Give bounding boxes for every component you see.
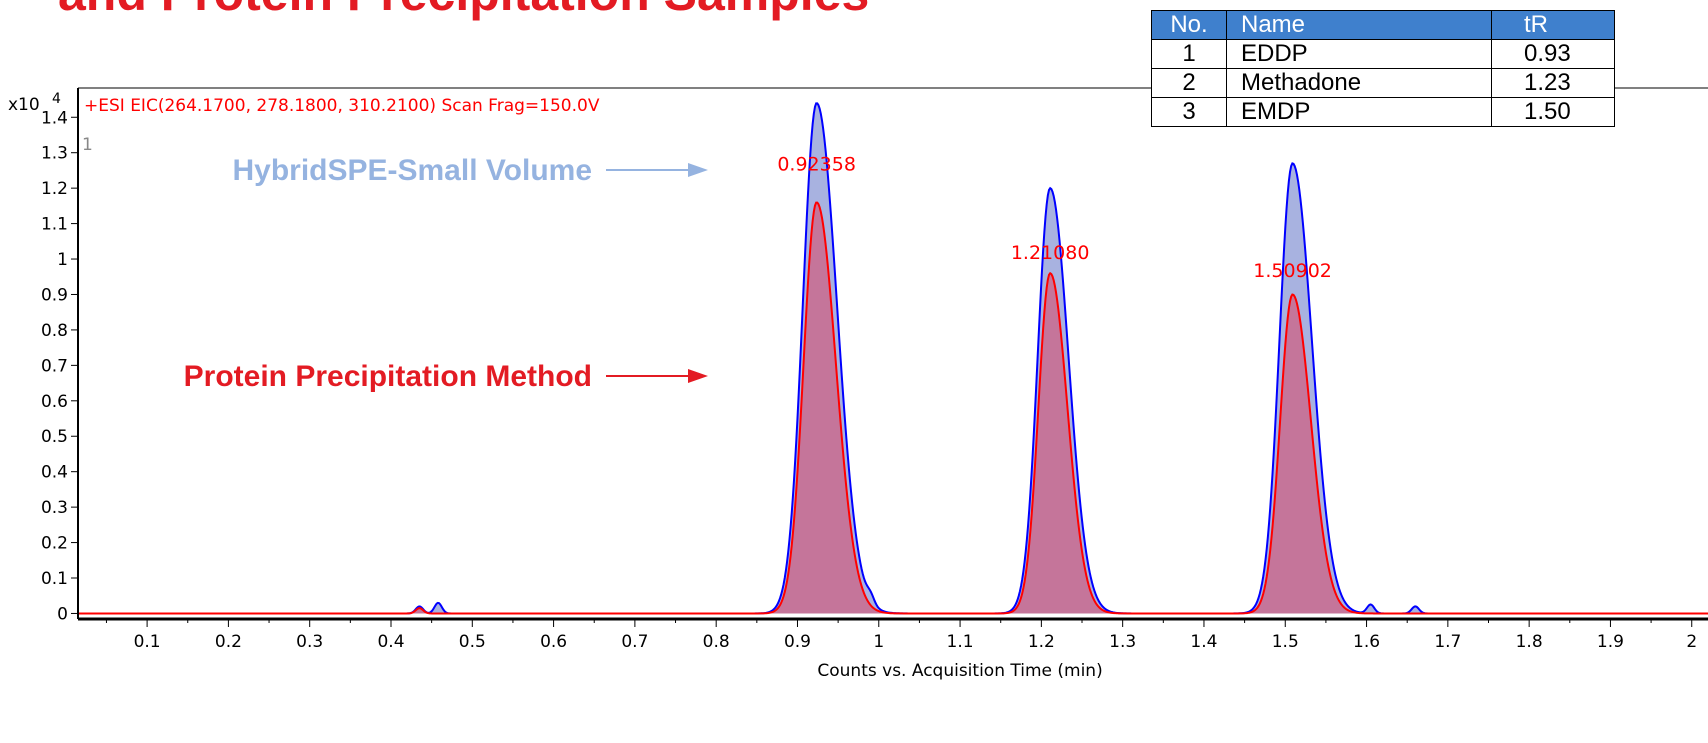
y-tick-label: 0.3 — [41, 498, 68, 518]
x-tick-label: 0.4 — [377, 632, 404, 652]
x-tick-label: 0.6 — [540, 632, 567, 652]
trace-number: 1 — [82, 135, 93, 155]
peak-table: No. Name tR 1 EDDP 0.93 2 Methadone 1.23… — [1151, 10, 1615, 127]
x-tick-label: 0.3 — [296, 632, 323, 652]
y-tick-label: 1.1 — [41, 215, 68, 235]
peak-label: 1.21080 — [1011, 242, 1090, 264]
x-tick-label: 0.7 — [621, 632, 648, 652]
x-tick-label: 1.3 — [1109, 632, 1136, 652]
x-tick-label: 1.5 — [1272, 632, 1299, 652]
x-tick-label: 1.9 — [1597, 632, 1624, 652]
table-row: 1 EDDP 0.93 — [1151, 39, 1615, 69]
header-tr: tR — [1491, 10, 1615, 40]
x-tick-label: 1 — [873, 632, 884, 652]
peak-label: 0.92358 — [777, 153, 856, 175]
x-tick-label: 1.4 — [1190, 632, 1217, 652]
y-tick-label: 0.8 — [41, 321, 68, 341]
chart-text: 0 0.1 0.2 0.3 0.4 0.5 0.6 0.7 0.8 0.9 1 1.1 1.2 1.3 1.… — [8, 91, 1697, 681]
x-axis-label: Counts vs. Acquisition Time (min) — [817, 661, 1102, 681]
y-tick-label: 1.2 — [41, 179, 68, 199]
cell-name: EDDP — [1226, 39, 1492, 69]
hybridspe-annotation: HybridSPE-Small Volume — [232, 154, 592, 187]
x-tick-label: 1.7 — [1434, 632, 1461, 652]
slide-title: and Protein Precipitation Samples — [58, 0, 869, 22]
cell-no: 2 — [1151, 68, 1227, 98]
series-fills — [78, 103, 1708, 614]
x-tick-label: 1.6 — [1353, 632, 1380, 652]
cell-name: EMDP — [1226, 97, 1492, 127]
y-tick-label: 0.5 — [41, 427, 68, 447]
annotation-arrow-head — [688, 369, 708, 383]
protein-precipitation-line — [78, 201, 1708, 615]
cell-tr: 1.50 — [1491, 97, 1615, 127]
cell-no: 3 — [1151, 97, 1227, 127]
y-tick-label: 0.2 — [41, 534, 68, 554]
cell-no: 1 — [1151, 39, 1227, 69]
y-exponent: 4 — [52, 91, 61, 107]
y-tick-label: 0.4 — [41, 463, 68, 483]
y-tick-label: 1.4 — [41, 108, 68, 128]
protein-precipitation-annotation: Protein Precipitation Method — [184, 360, 592, 393]
cell-name: Methadone — [1226, 68, 1492, 98]
x-tick-label: 0.5 — [459, 632, 486, 652]
protein-precipitation-area — [78, 202, 1708, 614]
y-tick-label: 1 — [57, 250, 68, 270]
table-row: 2 Methadone 1.23 — [1151, 68, 1615, 98]
x-tick-label: 0.2 — [215, 632, 242, 652]
x-tick-label: 0.9 — [784, 632, 811, 652]
y-tick-label: 0.9 — [41, 285, 68, 305]
x-tick-label: 1.1 — [947, 632, 974, 652]
series-lines — [78, 102, 1708, 615]
chart-header: +ESI EIC(264.1700, 278.1800, 310.2100) S… — [84, 96, 600, 116]
cell-tr: 1.23 — [1491, 68, 1615, 98]
axis-ticks — [71, 116, 1693, 627]
y-tick-label: 0.1 — [41, 569, 68, 589]
x-tick-label: 1.8 — [1516, 632, 1543, 652]
cell-tr: 0.93 — [1491, 39, 1615, 69]
header-name: Name — [1226, 10, 1492, 40]
x-tick-label: 1.2 — [1028, 632, 1055, 652]
y-tick-label: 1.3 — [41, 144, 68, 164]
y-tick-label: 0.6 — [41, 392, 68, 412]
table-row: 3 EMDP 1.50 — [1151, 97, 1615, 127]
header-no: No. — [1151, 10, 1227, 40]
annotation-arrow-head — [688, 163, 708, 177]
y-tick-label: 0 — [57, 604, 68, 624]
peak-table-header-row: No. Name tR — [1151, 10, 1615, 40]
peak-label: 1.50902 — [1253, 260, 1332, 282]
x-tick-label: 0.1 — [134, 632, 161, 652]
y-multiplier: x10 — [8, 95, 40, 115]
annotations: HybridSPE-Small Volume Protein Precipitat… — [184, 154, 708, 393]
x-tick-label: 2 — [1686, 632, 1697, 652]
x-tick-label: 0.8 — [703, 632, 730, 652]
y-tick-label: 0.7 — [41, 356, 68, 376]
